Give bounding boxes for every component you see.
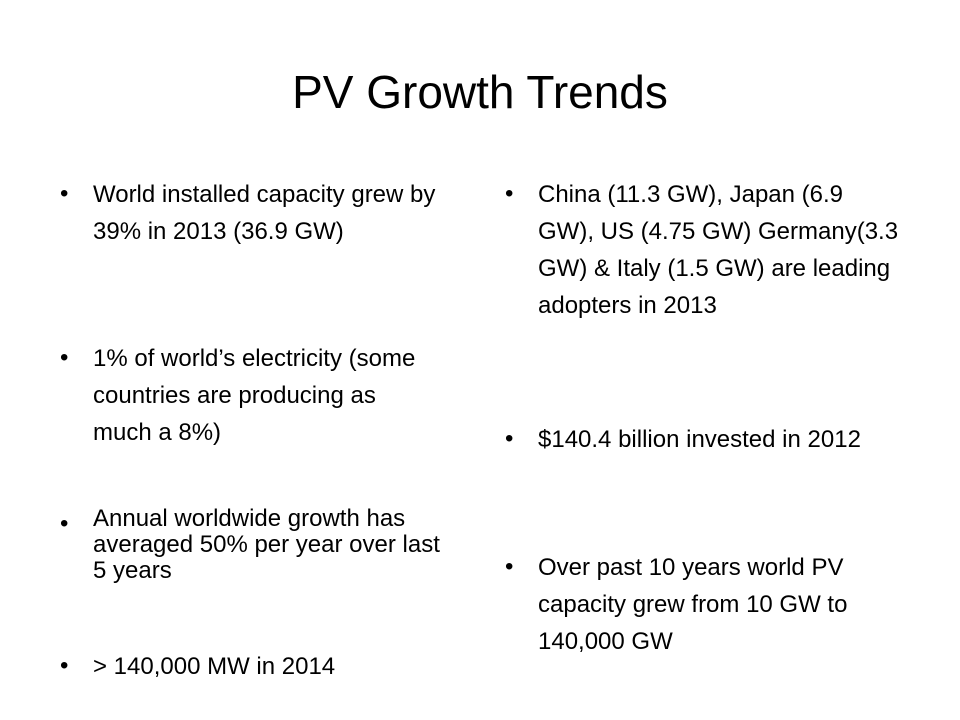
bullet-text: Over past 10 years world PV capacity gre…	[538, 554, 848, 655]
bullet-icon: •	[60, 652, 69, 679]
bullet-text: $140.4 billion invested in 2012	[538, 426, 861, 453]
bullet-text: China (11.3 GW), Japan (6.9 GW), US (4.7…	[538, 181, 899, 319]
bullet-icon: •	[505, 553, 514, 580]
bullet-text: Annual worldwide growth has averaged 50%…	[93, 505, 440, 584]
bullet-icon: •	[505, 425, 514, 452]
bullet-text: > 140,000 MW in 2014	[93, 653, 336, 680]
bullet-text: World installed capacity grew by 39% in …	[93, 181, 436, 245]
slide-title: PV Growth Trends	[292, 66, 668, 118]
bullet-item: • 1% of world’s electricity (some countr…	[60, 340, 440, 451]
bullet-icon: •	[60, 344, 69, 371]
bullet-item: • $140.4 billion invested in 2012	[505, 421, 905, 458]
bullet-item: • China (11.3 GW), Japan (6.9 GW), US (4…	[505, 176, 905, 324]
bullet-item: • World installed capacity grew by 39% i…	[60, 176, 440, 250]
bullet-icon: •	[60, 180, 69, 207]
bullet-item: • Over past 10 years world PV capacity g…	[505, 549, 905, 660]
bullet-item: • Annual worldwide growth has averaged 5…	[60, 506, 440, 584]
bullet-item: • > 140,000 MW in 2014	[60, 648, 440, 685]
bullet-text: 1% of world’s electricity (some countrie…	[93, 345, 416, 446]
bullet-icon: •	[505, 180, 514, 207]
bullet-icon: •	[60, 510, 69, 537]
